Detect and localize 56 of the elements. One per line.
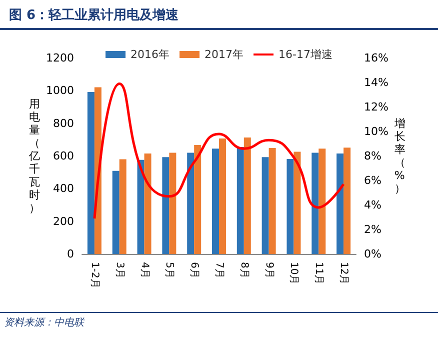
y-tick-label: 1000 (46, 84, 74, 98)
bar (87, 92, 94, 254)
bar (162, 157, 170, 254)
y2-axis-title: 增长率（%） (393, 117, 406, 195)
x-tick-label: 5月 (164, 262, 175, 278)
bar (244, 138, 251, 254)
bar (344, 148, 351, 254)
bar (268, 148, 276, 254)
y2-tick-label: 16% (364, 52, 388, 64)
bar (187, 152, 194, 254)
legend-label: 2017年 (204, 48, 244, 61)
chart-title: 图 6：轻工业累计用电及增速 (9, 8, 180, 23)
bar (169, 152, 176, 254)
line-series (93, 82, 345, 220)
bar (112, 170, 120, 254)
bar (194, 145, 202, 254)
bar (286, 158, 294, 254)
y2-tick-label: 10% (364, 125, 388, 138)
y-tick-label: 800 (53, 116, 74, 130)
y-tick-label: 1200 (46, 52, 74, 64)
x-tick-label: 12月 (338, 262, 350, 285)
y2-tick-label: 8% (364, 150, 382, 162)
x-tick-label: 9月 (263, 262, 274, 278)
x-tick-label: 3月 (114, 262, 125, 278)
x-tick-label: 1-2月 (88, 262, 100, 288)
y2-tick-label: 4% (364, 198, 382, 212)
text: 资料来源：中电联 (4, 316, 85, 328)
x-tick-label: 10月 (288, 262, 300, 285)
y2-tick-label: 2% (364, 223, 382, 236)
y-tick-label: 600 (53, 150, 74, 162)
bar (236, 147, 244, 254)
y-tick-label: 0 (67, 248, 74, 260)
bar (212, 148, 219, 254)
legend-label: 16-17增速 (278, 48, 332, 61)
y2-tick-label: 12% (364, 100, 388, 114)
bar (144, 154, 152, 254)
x-tick-label: 6月 (188, 262, 200, 278)
y-tick-label: 200 (53, 214, 74, 228)
bar (294, 152, 301, 254)
x-tick-label: 11月 (313, 262, 324, 285)
x-tick-label: 7月 (214, 262, 224, 278)
y-tick-label: 400 (53, 182, 74, 196)
y2-tick-label: 14% (364, 76, 388, 89)
bar (119, 159, 126, 254)
bar (262, 157, 269, 254)
y2-tick-label: 6% (364, 174, 382, 187)
x-tick-label: 8月 (238, 262, 250, 278)
bar (336, 154, 344, 254)
x-tick-label: 4月 (138, 262, 150, 278)
bar (318, 148, 326, 254)
bar (219, 138, 226, 254)
bar (137, 160, 144, 254)
bar (312, 152, 319, 254)
legend-label: 2016年 (130, 48, 170, 61)
y2-tick-label: 0% (364, 248, 382, 260)
text: 用电量（亿千瓦时） (29, 98, 40, 214)
